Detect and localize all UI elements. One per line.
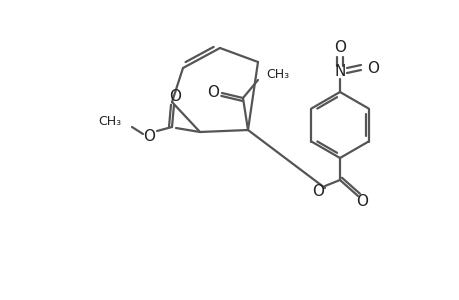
Text: CH₃: CH₃ [265, 68, 289, 80]
Text: O: O [333, 40, 345, 55]
Text: O: O [355, 194, 367, 208]
Text: N: N [334, 64, 345, 79]
Text: O: O [311, 184, 323, 199]
Text: O: O [366, 61, 378, 76]
Text: O: O [207, 85, 218, 100]
Text: O: O [168, 88, 180, 104]
Text: CH₃: CH₃ [98, 115, 121, 128]
Text: O: O [143, 128, 155, 143]
